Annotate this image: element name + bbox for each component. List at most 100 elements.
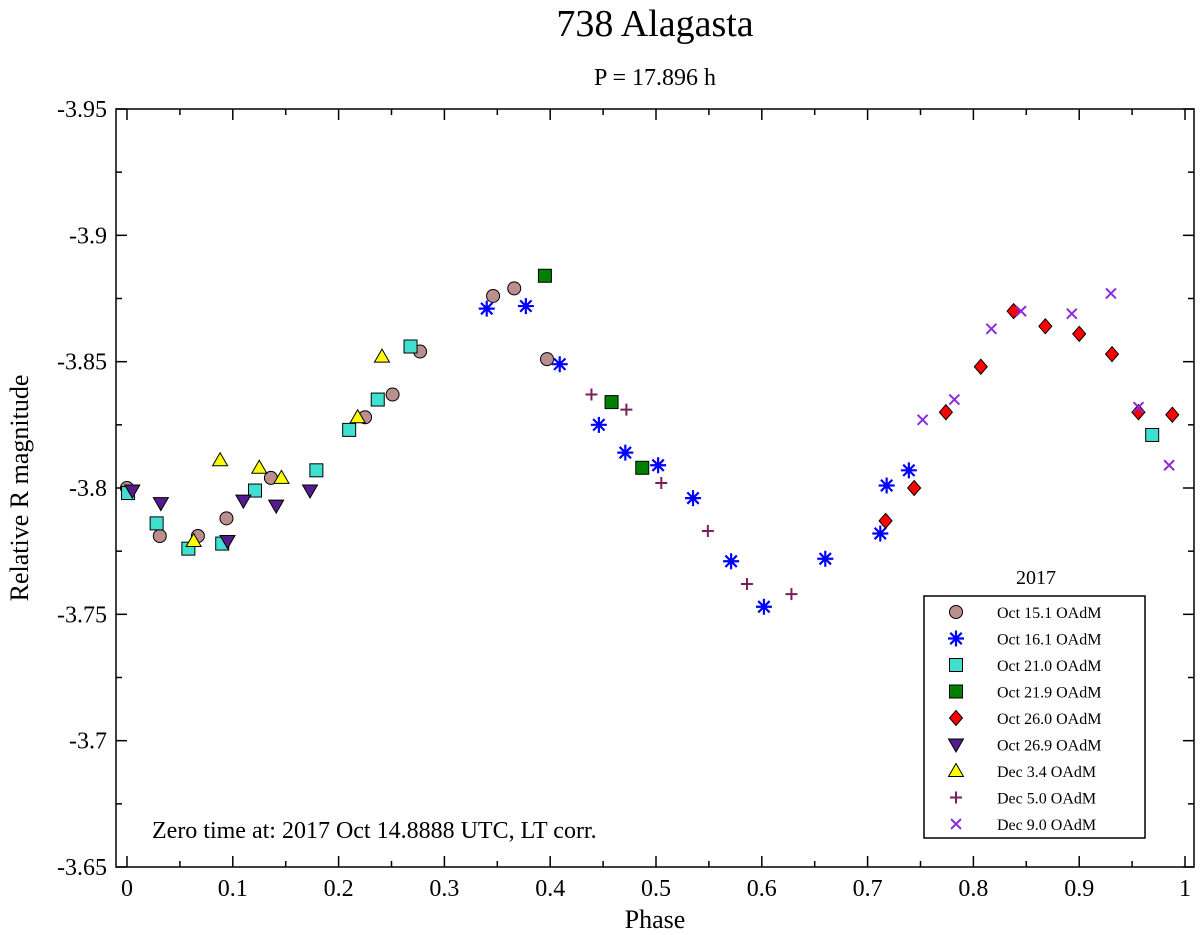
data-point bbox=[916, 414, 929, 426]
data-point bbox=[1165, 406, 1180, 423]
x-tick-label: 0.9 bbox=[1064, 876, 1094, 902]
y-tick-label: -3.75 bbox=[57, 602, 107, 628]
data-point bbox=[585, 388, 598, 401]
data-point bbox=[723, 553, 740, 570]
x-tick-label: 0.6 bbox=[747, 876, 777, 902]
legend-marker bbox=[948, 630, 964, 647]
legend-marker bbox=[949, 684, 963, 699]
data-point bbox=[301, 484, 319, 500]
data-point bbox=[1131, 403, 1146, 421]
legend-marker bbox=[948, 709, 964, 727]
data-point bbox=[309, 463, 324, 478]
x-tick-label: 0 bbox=[121, 876, 133, 902]
data-point bbox=[701, 524, 714, 537]
data-point bbox=[219, 535, 236, 550]
legend-entry-label: Oct 21.0 OAdM bbox=[997, 658, 1101, 675]
data-point bbox=[1072, 325, 1087, 343]
data-point bbox=[878, 477, 895, 494]
data-point bbox=[938, 403, 954, 421]
data-point bbox=[785, 588, 798, 601]
data-point bbox=[537, 268, 552, 283]
data-point bbox=[620, 403, 633, 416]
data-point bbox=[635, 460, 650, 475]
data-point bbox=[1105, 287, 1117, 300]
legend-marker bbox=[950, 818, 962, 830]
legend-entry-label: Dec 3.4 OAdM bbox=[997, 764, 1096, 781]
data-point bbox=[878, 512, 893, 530]
legend: Oct 15.1 OAdM Oct 16.1 OAdM Oct 21.0 OAdM O… bbox=[923, 595, 1146, 839]
y-tick-label: -3.85 bbox=[57, 350, 107, 376]
data-point bbox=[235, 494, 252, 510]
data-point bbox=[872, 525, 889, 542]
legend-entry-label: Oct 21.9 OAdM bbox=[997, 685, 1101, 702]
data-point bbox=[1038, 318, 1053, 335]
x-axis-label: Phase bbox=[625, 905, 686, 934]
data-point bbox=[985, 323, 998, 335]
data-point bbox=[1163, 459, 1175, 471]
y-tick-label: -3.65 bbox=[57, 855, 107, 881]
data-point bbox=[486, 288, 501, 303]
data-point bbox=[590, 416, 607, 433]
legend-marker bbox=[947, 762, 965, 777]
x-tick-label: 0.3 bbox=[429, 876, 459, 902]
data-point bbox=[617, 444, 634, 461]
data-point bbox=[755, 598, 772, 615]
data-point bbox=[219, 511, 234, 526]
legend-entry-label: Dec 5.0 OAdM bbox=[997, 791, 1096, 808]
data-point bbox=[149, 516, 164, 531]
legend-entry-label: Dec 9.0 OAdM bbox=[997, 817, 1096, 834]
data-point bbox=[551, 356, 568, 373]
y-tick-label: -3.8 bbox=[69, 476, 107, 502]
chart-subtitle: P = 17.896 h bbox=[594, 65, 716, 91]
legend-marker bbox=[947, 738, 965, 754]
data-points bbox=[120, 268, 1180, 615]
x-tick-label: 1 bbox=[1179, 876, 1191, 902]
data-point bbox=[650, 457, 667, 474]
chart-title: 738 Alagasta bbox=[556, 3, 753, 45]
x-tick-label: 0.8 bbox=[958, 876, 988, 902]
data-point bbox=[273, 469, 290, 484]
data-point bbox=[267, 499, 285, 515]
legend-entry-label: Oct 26.0 OAdM bbox=[997, 711, 1101, 728]
y-tick-label: -3.95 bbox=[57, 97, 107, 123]
data-point bbox=[152, 497, 170, 512]
data-point bbox=[211, 451, 229, 467]
legend-marker bbox=[949, 658, 963, 672]
x-tick-label: 0.5 bbox=[641, 876, 671, 902]
data-point bbox=[403, 339, 418, 354]
data-point bbox=[517, 298, 534, 315]
data-point bbox=[948, 393, 961, 406]
data-point bbox=[152, 529, 167, 544]
legend-entry-label: Oct 26.9 OAdM bbox=[997, 738, 1101, 755]
data-point bbox=[478, 300, 495, 317]
legend-entry-label: Oct 15.1 OAdM bbox=[997, 605, 1101, 622]
data-point bbox=[1132, 401, 1145, 413]
data-point bbox=[1145, 427, 1160, 442]
data-point bbox=[373, 348, 391, 363]
data-point bbox=[604, 395, 619, 410]
y-tick-label: -3.7 bbox=[69, 729, 107, 755]
data-point bbox=[906, 479, 922, 497]
data-point bbox=[1015, 305, 1027, 317]
data-point bbox=[185, 532, 203, 548]
x-tick-label: 0.2 bbox=[324, 876, 354, 902]
data-point bbox=[248, 483, 263, 498]
data-point bbox=[385, 387, 400, 402]
data-point bbox=[973, 358, 988, 375]
data-point bbox=[685, 490, 702, 507]
data-point bbox=[817, 550, 834, 567]
data-point bbox=[900, 462, 917, 479]
legend-marker bbox=[949, 605, 963, 619]
data-point bbox=[655, 476, 668, 489]
data-point bbox=[250, 459, 268, 474]
x-axis: 0 0.1 0.2 0.3 0.4 0.5 0.6 0.7 0.8 0.9 1 bbox=[121, 109, 1191, 902]
data-point bbox=[342, 422, 357, 437]
data-point bbox=[540, 352, 555, 367]
data-point bbox=[123, 484, 141, 500]
legend-title: 2017 bbox=[1016, 567, 1056, 589]
data-point bbox=[1104, 345, 1120, 363]
data-point bbox=[507, 281, 522, 296]
data-point bbox=[740, 578, 753, 591]
y-axis: -3.95 -3.9 -3.85 -3.8 -3.75 -3.7 -3.65 bbox=[57, 97, 1194, 881]
x-tick-label: 0.1 bbox=[218, 876, 248, 902]
